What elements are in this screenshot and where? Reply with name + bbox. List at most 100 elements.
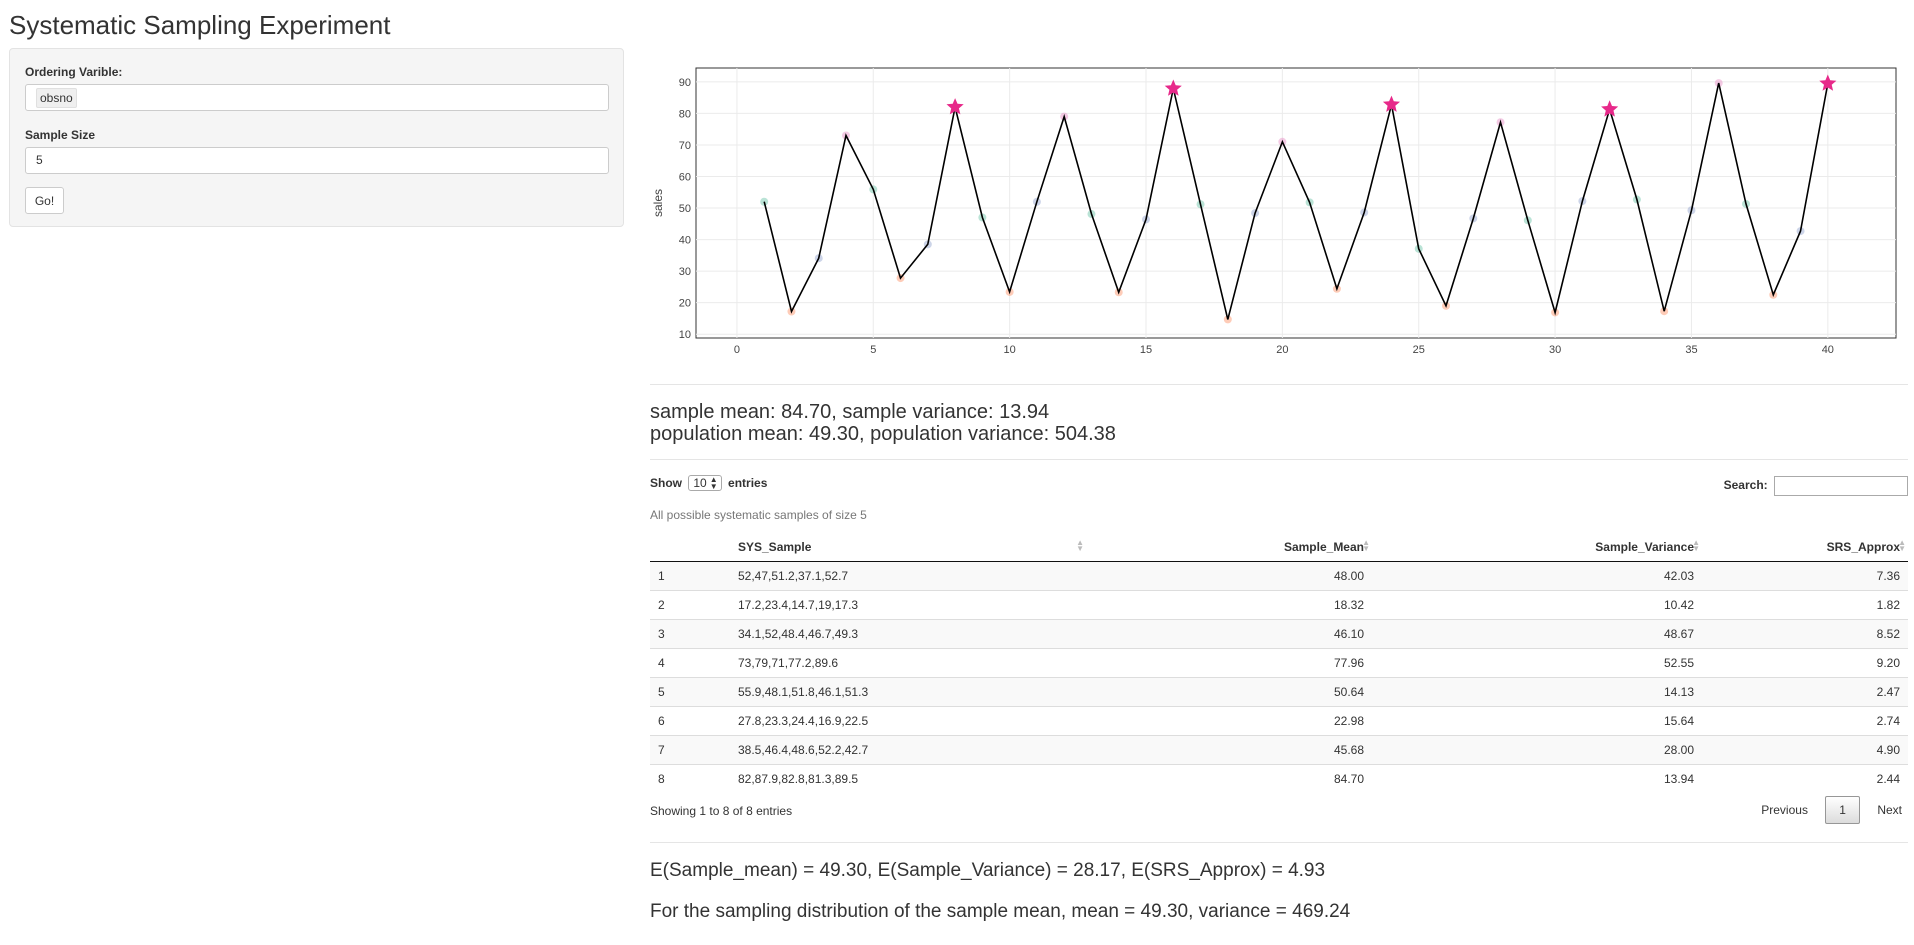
- sample-variance-cell: 42.03: [1372, 561, 1702, 591]
- search-input[interactable]: [1774, 476, 1908, 496]
- sample-variance-cell: 48.67: [1372, 619, 1702, 649]
- row-index: 1: [650, 561, 730, 591]
- sample-variance-cell: 15.64: [1372, 706, 1702, 736]
- srs-approx-cell: 8.52: [1702, 619, 1908, 649]
- x-tick-label: 0: [734, 344, 740, 356]
- ordering-variable-label: Ordering Varible:: [25, 65, 123, 79]
- y-tick-label: 30: [679, 266, 691, 278]
- column-header-index: [650, 532, 730, 562]
- row-index: 3: [650, 619, 730, 649]
- column-header-sample-variance[interactable]: Sample_Variance ▲ ▼: [1372, 532, 1702, 562]
- row-index: 7: [650, 735, 730, 765]
- srs-approx-cell: 2.44: [1702, 764, 1908, 793]
- sample-stats-text: sample mean: 84.70, sample variance: 13.…: [650, 401, 1050, 423]
- next-page-button[interactable]: Next: [1877, 803, 1902, 817]
- table-info: Showing 1 to 8 of 8 entries: [650, 804, 793, 818]
- row-index: 6: [650, 706, 730, 736]
- sys-sample-cell: 17.2,23.4,14.7,19,17.3: [730, 590, 1086, 620]
- table-row[interactable]: 3 34.1,52,48.4,46.7,49.3 46.10 48.67 8.5…: [650, 619, 1908, 649]
- sort-arrows-icon: ▲ ▼: [1898, 538, 1906, 553]
- table-row[interactable]: 2 17.2,23.4,14.7,19,17.3 18.32 10.42 1.8…: [650, 590, 1908, 620]
- srs-approx-cell: 7.36: [1702, 561, 1908, 591]
- selected-sample-point: [1819, 74, 1837, 91]
- sort-arrows-icon: ▲ ▼: [1692, 538, 1700, 553]
- selected-sample-point: [1164, 79, 1182, 96]
- y-tick-label: 50: [679, 203, 691, 215]
- y-tick-label: 10: [679, 329, 691, 341]
- srs-approx-cell: 2.74: [1702, 706, 1908, 736]
- table-row[interactable]: 1 52,47,51.2,37.1,52.7 48.00 42.03 7.36: [650, 561, 1908, 591]
- sys-sample-cell: 27.8,23.3,24.4,16.9,22.5: [730, 706, 1086, 736]
- table-row[interactable]: 5 55.9,48.1,51.8,46.1,51.3 50.64 14.13 2…: [650, 677, 1908, 707]
- x-tick-label: 5: [870, 344, 876, 356]
- sys-sample-cell: 73,79,71,77.2,89.6: [730, 648, 1086, 678]
- show-label: Show: [650, 476, 682, 490]
- y-tick-label: 90: [679, 77, 691, 89]
- go-button[interactable]: Go!: [25, 187, 64, 214]
- y-tick-label: 80: [679, 108, 691, 120]
- pagination: Previous 1 Next: [1761, 796, 1902, 824]
- x-tick-label: 20: [1276, 344, 1288, 356]
- selected-sample-point: [1601, 100, 1619, 117]
- y-tick-label: 40: [679, 235, 691, 247]
- sample-variance-cell: 14.13: [1372, 677, 1702, 707]
- row-index: 8: [650, 764, 730, 793]
- column-header-srs-approx[interactable]: SRS_Approx ▲ ▼: [1702, 532, 1908, 562]
- page-title: Systematic Sampling Experiment: [9, 10, 391, 40]
- expectations-text: E(Sample_mean) = 49.30, E(Sample_Varianc…: [650, 860, 1326, 881]
- entries-label: entries: [728, 476, 768, 490]
- table-row[interactable]: 4 73,79,71,77.2,89.6 77.96 52.55 9.20: [650, 648, 1908, 678]
- y-tick-label: 70: [679, 140, 691, 152]
- sys-sample-cell: 38.5,46.4,48.6,52.2,42.7: [730, 735, 1086, 765]
- sys-sample-cell: 82,87.9,82.8,81.3,89.5: [730, 764, 1086, 793]
- page-1-button[interactable]: 1: [1825, 796, 1860, 824]
- plot-panel: [695, 67, 1897, 339]
- x-tick-label: 15: [1140, 344, 1152, 356]
- x-tick-label: 35: [1685, 344, 1697, 356]
- population-stats-text: population mean: 49.30, population varia…: [650, 423, 1116, 445]
- selected-sample-point: [946, 98, 964, 115]
- table-row[interactable]: 7 38.5,46.4,48.6,52.2,42.7 45.68 28.00 4…: [650, 735, 1908, 765]
- row-index: 2: [650, 590, 730, 620]
- previous-page-button[interactable]: Previous: [1761, 803, 1808, 817]
- y-tick-label: 20: [679, 298, 691, 310]
- srs-approx-cell: 4.90: [1702, 735, 1908, 765]
- search-label: Search:: [1723, 478, 1768, 493]
- sample-mean-cell: 22.98: [1086, 706, 1372, 736]
- sample-mean-cell: 77.96: [1086, 648, 1372, 678]
- sample-variance-cell: 13.94: [1372, 764, 1702, 793]
- table-search: Search:: [1724, 476, 1908, 496]
- input-panel: Ordering Varible: obsno Sample Size 5 Go…: [9, 48, 624, 227]
- entries-per-page-value: 10: [693, 476, 707, 490]
- sample-variance-cell: 52.55: [1372, 648, 1702, 678]
- selected-sample-point: [1382, 95, 1400, 112]
- srs-approx-cell: 9.20: [1702, 648, 1908, 678]
- divider: [650, 384, 1908, 385]
- sample-mean-cell: 46.10: [1086, 619, 1372, 649]
- table-row[interactable]: 6 27.8,23.3,24.4,16.9,22.5 22.98 15.64 2…: [650, 706, 1908, 736]
- sample-mean-cell: 48.00: [1086, 561, 1372, 591]
- column-header-sample-mean[interactable]: Sample_Mean ▲ ▼: [1086, 532, 1372, 562]
- series-line: [763, 82, 1829, 320]
- table-row[interactable]: 8 82,87.9,82.8,81.3,89.5 84.70 13.94 2.4…: [650, 764, 1908, 793]
- x-tick-label: 25: [1413, 344, 1425, 356]
- x-tick-label: 40: [1822, 344, 1834, 356]
- sys-sample-cell: 34.1,52,48.4,46.7,49.3: [730, 619, 1086, 649]
- srs-approx-cell: 1.82: [1702, 590, 1908, 620]
- sample-size-label: Sample Size: [25, 128, 96, 142]
- x-tick-label: 30: [1549, 344, 1561, 356]
- table-caption: All possible systematic samples of size …: [650, 508, 867, 522]
- entries-per-page-select[interactable]: 10 ▲ ▼: [688, 475, 722, 491]
- sample-mean-cell: 50.64: [1086, 677, 1372, 707]
- row-index: 5: [650, 677, 730, 707]
- x-tick-label: 10: [1004, 344, 1016, 356]
- sort-arrows-icon: ▲ ▼: [1362, 538, 1370, 553]
- entries-length-control: Show 10 ▲ ▼ entries: [650, 475, 767, 491]
- srs-approx-cell: 2.47: [1702, 677, 1908, 707]
- ordering-variable-select[interactable]: obsno: [25, 84, 609, 111]
- column-header-sys-sample[interactable]: SYS_Sample ▲ ▼: [730, 532, 1086, 562]
- sys-sample-cell: 55.9,48.1,51.8,46.1,51.3: [730, 677, 1086, 707]
- sample-size-input[interactable]: 5: [25, 147, 609, 174]
- select-arrows-icon: ▲ ▼: [709, 475, 718, 491]
- sample-mean-cell: 18.32: [1086, 590, 1372, 620]
